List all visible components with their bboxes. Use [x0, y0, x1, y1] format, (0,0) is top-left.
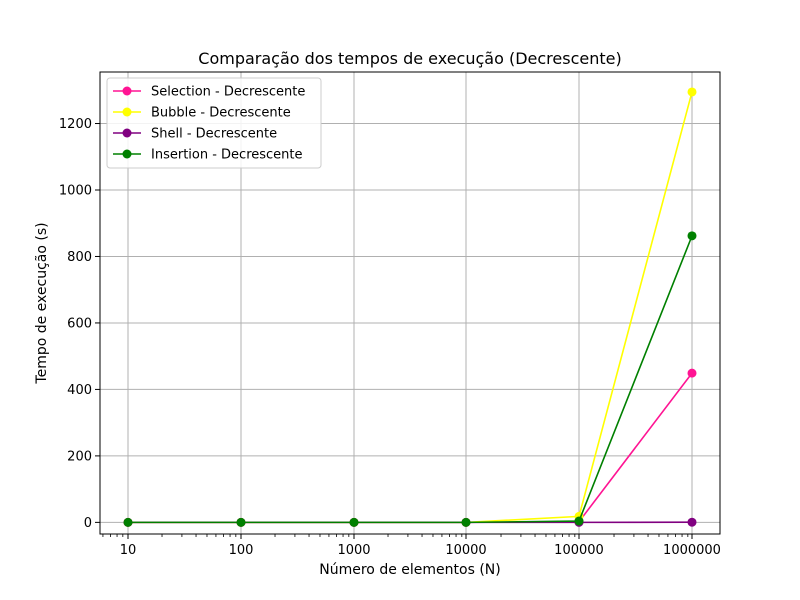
y-axis-label: Tempo de execução (s)	[34, 222, 50, 384]
legend-marker	[122, 149, 132, 159]
legend-marker	[122, 86, 132, 96]
legend-entry: Insertion - Decrescente	[113, 148, 303, 163]
y-tick-label: 200	[67, 449, 92, 464]
x-tick-label: 10000	[445, 543, 486, 558]
y-tick-label: 800	[67, 250, 92, 265]
data-point	[687, 87, 697, 97]
data-point	[574, 516, 584, 526]
legend-box	[106, 77, 322, 169]
legend-label: Bubble - Decrescente	[151, 106, 291, 121]
data-point	[461, 517, 471, 527]
data-point	[687, 517, 697, 527]
legend-marker	[122, 128, 132, 138]
x-tick-label: 1000000	[663, 543, 721, 558]
y-tick-label: 600	[67, 316, 92, 331]
legend-label: Shell - Decrescente	[151, 127, 277, 142]
legend-entry: Selection - Decrescente	[113, 85, 305, 100]
data-point	[687, 231, 697, 241]
y-axis: 0 200 400 600 800 1000 1200	[59, 117, 100, 531]
x-tick-label: 100	[229, 543, 254, 558]
series-line	[128, 235, 693, 524]
x-tick-label: 1000	[337, 543, 370, 558]
legend-label: Insertion - Decrescente	[151, 148, 303, 163]
data-point	[687, 368, 697, 378]
y-tick-label: 1000	[59, 183, 92, 198]
data-point	[236, 517, 246, 527]
legend-marker	[122, 107, 132, 117]
x-axis: 10 100 1000 10000 100000 1000000	[102, 534, 721, 558]
data-point	[349, 517, 359, 527]
legend-label: Selection - Decrescente	[151, 85, 305, 100]
y-tick-label: 400	[67, 383, 92, 398]
chart-title: Comparação dos tempos de execução (Decre…	[198, 49, 621, 68]
legend: Selection - Decrescente Bubble - Decresce…	[106, 77, 322, 169]
x-axis-label: Número de elementos (N)	[319, 562, 500, 578]
series-layer	[123, 87, 697, 527]
y-tick-label: 1200	[59, 117, 92, 132]
x-tick-label: 10	[120, 543, 137, 558]
x-tick-label: 100000	[554, 543, 604, 558]
series-insertion	[123, 231, 697, 527]
grid-lines	[100, 72, 720, 534]
legend-entry: Bubble - Decrescente	[113, 106, 291, 121]
data-point	[123, 517, 133, 527]
plot-frame	[99, 71, 721, 535]
y-tick-label: 0	[84, 516, 92, 531]
legend-entry: Shell - Decrescente	[113, 127, 277, 142]
